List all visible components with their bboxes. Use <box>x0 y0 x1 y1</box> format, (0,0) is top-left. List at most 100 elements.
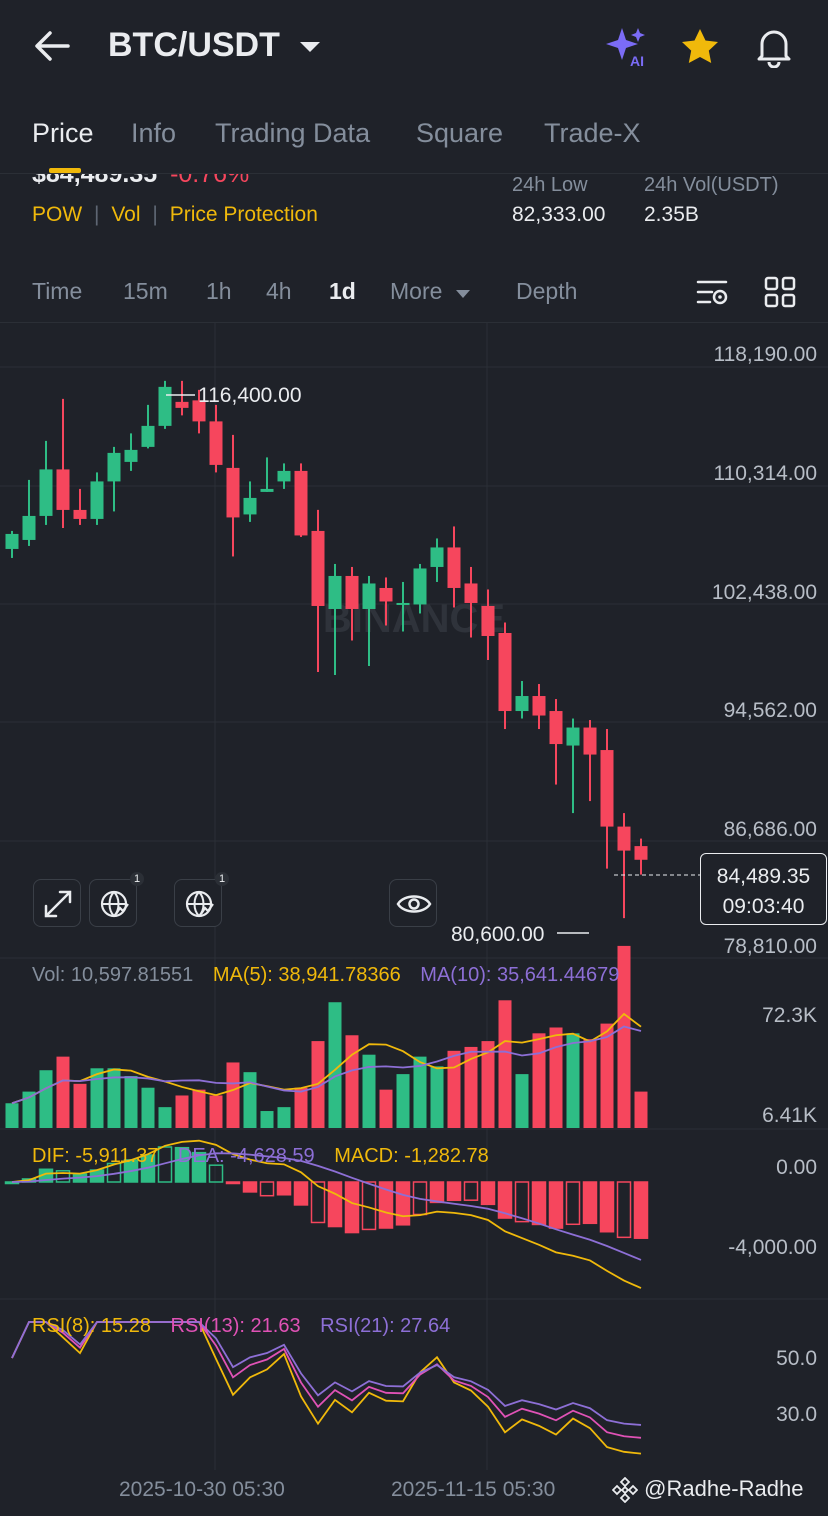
vol-ma5-legend: MA(5): 38,941.78366 <box>212 964 401 986</box>
volume-bar <box>583 1039 597 1128</box>
low-marker: 80,600.00 <box>451 923 544 946</box>
candle-body <box>260 488 274 492</box>
star-icon[interactable] <box>680 27 720 67</box>
volume-bar <box>158 1107 172 1128</box>
interval-1h[interactable]: 1h <box>206 278 232 304</box>
last-price: $84,489.35 <box>32 174 158 188</box>
volume-bar <box>124 1076 138 1128</box>
arrow-left-icon[interactable] <box>34 28 70 64</box>
candle-body <box>107 452 121 482</box>
tag-vol[interactable]: Vol <box>111 203 141 226</box>
macd-legend: DIF: -5,911.37 DEA: -4,628.59 MACD: -1,2… <box>32 1145 489 1168</box>
macd-histogram-bar <box>582 1181 598 1225</box>
grid-layout-icon[interactable] <box>764 276 796 308</box>
tab-square[interactable]: Square <box>416 118 504 148</box>
low-value: 82,333.00 <box>512 203 606 226</box>
macd-histogram-bar <box>378 1181 394 1229</box>
candle-body <box>56 469 70 510</box>
rsi21-legend: RSI(21): 27.64 <box>320 1315 451 1337</box>
interval-4h[interactable]: 4h <box>266 278 292 304</box>
credit-text: @Radhe-Radhe <box>644 1476 804 1501</box>
candle-body <box>311 530 325 606</box>
candle-body <box>464 583 478 603</box>
kline-chart[interactable]: BINANCE 116,400.00 80,600.00 <box>0 322 828 1472</box>
volume-bar <box>209 1095 223 1128</box>
indicator-globe-button[interactable]: 1 <box>89 872 145 927</box>
macd-dea-line <box>11 1152 642 1261</box>
interval-more[interactable]: More <box>390 278 471 305</box>
macd-histogram-bar <box>497 1181 513 1219</box>
macd-histogram-bar <box>548 1181 564 1229</box>
candle-body <box>90 481 104 519</box>
visibility-button[interactable] <box>389 879 437 927</box>
macd-histogram-bar <box>633 1181 649 1239</box>
volume-bar <box>260 1111 274 1128</box>
volume-bar <box>634 1091 648 1128</box>
volume-bar <box>464 1046 478 1128</box>
macd-histogram-bar <box>293 1181 309 1206</box>
interval-time[interactable]: Time <box>32 278 83 304</box>
tab-trading-data[interactable]: Trading Data <box>215 118 371 148</box>
candle-body <box>192 400 206 422</box>
top-bar: BTC/USDT AI <box>0 0 828 96</box>
time-axis-label: 2025-10-30 05:30 <box>119 1478 285 1501</box>
caret-down-icon <box>300 42 321 53</box>
macd-histogram-bar <box>463 1181 479 1201</box>
vol-value: 2.35B <box>644 203 699 226</box>
badge-count: 1 <box>130 872 145 886</box>
volume-bar <box>22 1091 36 1128</box>
ai-sparkle-icon[interactable]: AI <box>604 26 652 68</box>
candle-body <box>5 533 19 549</box>
candle-body <box>532 696 546 716</box>
interval-1d[interactable]: 1d <box>329 278 356 304</box>
interval-15m[interactable]: 15m <box>123 278 168 304</box>
indicator-globe-button[interactable]: 1 <box>174 872 230 927</box>
candle-body <box>345 575 359 609</box>
volume-ma-lines <box>11 1012 642 1105</box>
volume-bar <box>498 1000 512 1128</box>
svg-text:AI: AI <box>630 53 644 68</box>
tag-price-protection[interactable]: Price Protection <box>169 203 318 226</box>
active-tab-underline <box>49 168 81 173</box>
macd-histogram-bar <box>225 1181 241 1185</box>
macd-histogram-bar <box>55 1170 71 1183</box>
candle-body <box>226 467 240 518</box>
volume-bar <box>226 1062 240 1128</box>
candle-body <box>583 727 597 755</box>
last-price-tag[interactable]: 84,489.35 09:03:40 <box>700 853 827 925</box>
macd-histogram-bar <box>191 1151 207 1183</box>
pair-selector[interactable]: BTC/USDT <box>108 26 321 65</box>
time-axis-label: 2025-11-15 05:30 <box>391 1478 556 1501</box>
price-axis-label: 118,190.00 <box>713 343 817 366</box>
macd-dif-legend: DIF: -5,911.37 <box>32 1145 159 1167</box>
macd-histogram-bar <box>208 1164 224 1183</box>
tab-info[interactable]: Info <box>131 118 177 148</box>
tag-pow[interactable]: POW <box>32 203 83 226</box>
low-label: 24h Low <box>512 174 588 196</box>
interval-depth[interactable]: Depth <box>516 278 578 304</box>
macd-histogram-bar <box>429 1181 445 1204</box>
candle-body <box>617 826 631 851</box>
candle-body <box>209 421 223 465</box>
macd-histogram-bar <box>310 1181 326 1224</box>
rsi8-legend: RSI(8): 15.28 <box>32 1315 151 1337</box>
macd-histogram-bar <box>599 1181 615 1233</box>
price-summary: $84,489.35 -0.76% POW | Vol | Price Prot… <box>0 174 828 244</box>
tab-trade-x[interactable]: Trade-X <box>544 118 641 148</box>
bell-icon[interactable] <box>754 26 794 68</box>
candle-body <box>634 846 648 860</box>
high-marker: 116,400.00 <box>198 384 302 407</box>
macd-histogram-bar <box>565 1181 581 1226</box>
expand-button[interactable] <box>33 879 81 927</box>
interval-divider <box>0 322 828 323</box>
macd-dea-legend: DEA: -4,628.59 <box>177 1145 315 1167</box>
credit-watermark: @Radhe-Radhe <box>611 1476 804 1504</box>
candle-body <box>566 727 580 746</box>
volume-bar <box>379 1089 393 1128</box>
volume-axis-label: 72.3K <box>762 1004 817 1027</box>
candle-body <box>447 547 461 588</box>
caret-down-icon <box>455 290 470 298</box>
chart-settings-icon[interactable] <box>696 278 730 308</box>
tab-price[interactable]: Price <box>32 118 94 148</box>
macd-histogram-bar <box>276 1181 292 1196</box>
